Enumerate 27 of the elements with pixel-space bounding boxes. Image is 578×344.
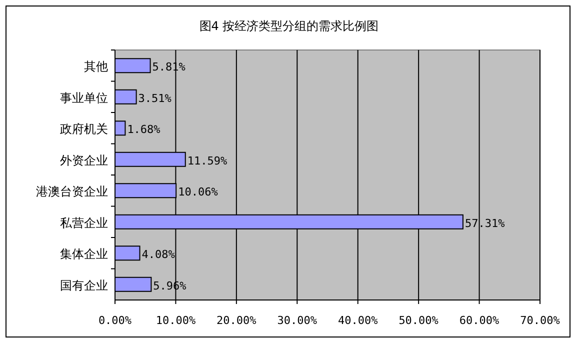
bar — [114, 246, 140, 261]
x-tick-label: 40.00% — [338, 314, 378, 327]
y-tick-label: 国有企业 — [60, 278, 108, 292]
y-tick-label: 政府机关 — [60, 122, 108, 136]
y-tick-label: 外资企业 — [60, 153, 108, 168]
data-label: 1.68% — [127, 123, 161, 136]
x-tick-label: 30.00% — [277, 314, 318, 327]
x-tick-label: 70.00% — [520, 314, 560, 327]
data-label: 4.08% — [142, 248, 176, 262]
data-label: 10.06% — [178, 186, 218, 199]
y-tick-label: 其他 — [84, 60, 108, 74]
bar — [114, 276, 152, 292]
y-tick-label: 私营企业 — [60, 216, 108, 230]
x-tick-label: 0.00% — [98, 314, 132, 327]
y-tick-label: 事业单位 — [60, 90, 108, 105]
data-label: 11.59% — [187, 154, 228, 168]
bar — [114, 58, 151, 74]
data-label: 3.51% — [138, 92, 172, 105]
y-tick-label: 集体企业 — [60, 247, 108, 262]
y-tick-label: 港澳台资企业 — [36, 184, 108, 199]
bar — [114, 89, 137, 104]
chart-title: 图4 按经济类型分组的需求比例图 — [199, 19, 379, 33]
x-tick-label: 10.00% — [156, 314, 196, 327]
x-tick-label: 50.00% — [398, 314, 439, 327]
x-tick-label: 20.00% — [216, 314, 257, 327]
x-tick-label: 60.00% — [459, 314, 500, 327]
bar — [114, 120, 126, 136]
